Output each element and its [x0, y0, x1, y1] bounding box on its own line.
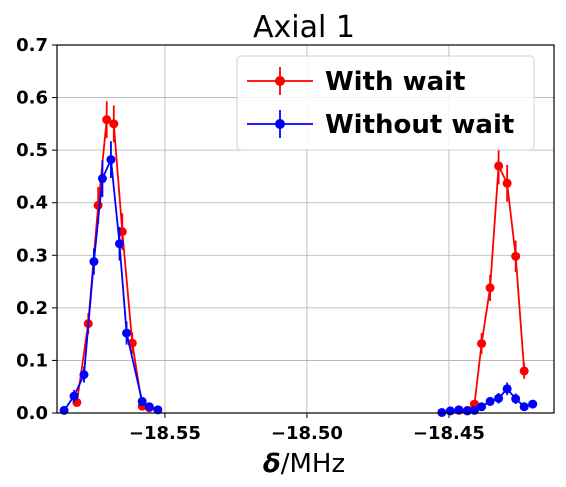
chart-title: Axial 1 — [253, 10, 355, 45]
data-point — [511, 251, 521, 261]
data-point — [144, 402, 154, 412]
y-tick-label: 0.3 — [16, 245, 48, 266]
data-point — [137, 396, 147, 406]
x-axis-label-unit: /MHz — [281, 449, 345, 479]
data-point — [511, 394, 521, 404]
series-line — [63, 156, 159, 411]
x-axis-label: δ/MHz — [263, 449, 345, 479]
data-point — [97, 174, 107, 184]
plot-frame — [56, 44, 555, 414]
data-point — [528, 399, 538, 409]
series-layer — [59, 101, 538, 417]
data-point — [454, 405, 464, 415]
y-tick-label: 0.1 — [16, 350, 48, 371]
x-axis-label-symbol: δ — [263, 449, 281, 479]
y-tick-label: 0.4 — [16, 193, 48, 214]
data-point — [79, 370, 89, 380]
data-point — [477, 339, 487, 349]
data-point — [502, 178, 512, 188]
series-without-wait — [59, 141, 538, 417]
data-point — [519, 402, 529, 412]
data-point — [102, 115, 112, 125]
legend: With wait Without wait — [236, 55, 535, 151]
data-point — [494, 393, 504, 403]
y-tick-label: 0.5 — [16, 140, 48, 161]
data-point — [445, 406, 455, 416]
data-point — [69, 391, 79, 401]
legend-box — [236, 55, 535, 151]
data-point — [469, 399, 479, 409]
y-tick-label: 0.2 — [16, 298, 48, 319]
y-tick-label: 0.7 — [16, 35, 48, 56]
data-point — [114, 239, 124, 249]
data-point — [519, 366, 529, 376]
data-point — [494, 161, 504, 171]
x-tick-label: −18.50 — [271, 423, 343, 444]
data-point — [477, 402, 487, 412]
data-point — [93, 200, 103, 210]
data-point — [122, 328, 132, 338]
data-point — [109, 119, 119, 129]
legend-marker-without-wait — [275, 119, 285, 129]
x-tick-label: −18.45 — [413, 423, 485, 444]
legend-label-with-wait: With wait — [325, 67, 466, 97]
axis-ticks: −18.55 −18.50 −18.45 0.0 0.1 0.2 0.3 0.4 0.5 0.6 0… — [16, 35, 485, 444]
data-point — [485, 283, 495, 293]
legend-label-without-wait: Without wait — [325, 110, 514, 140]
data-point — [485, 396, 495, 406]
data-point — [502, 384, 512, 394]
x-tick-label: −18.55 — [129, 423, 201, 444]
data-point — [89, 257, 99, 267]
y-tick-label: 0.0 — [16, 403, 48, 424]
legend-marker-with-wait — [275, 76, 285, 86]
y-tick-label: 0.6 — [16, 88, 48, 109]
data-point — [106, 155, 116, 165]
data-point — [153, 405, 163, 415]
